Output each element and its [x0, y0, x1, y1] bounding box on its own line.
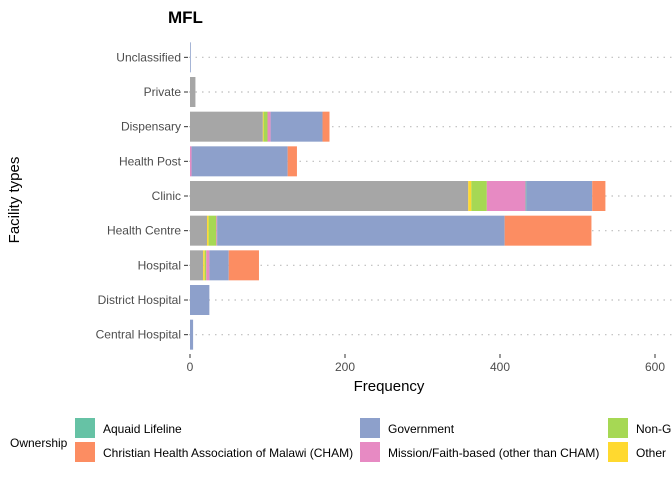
bar-segment [190, 285, 210, 315]
bar-segment [206, 250, 210, 281]
bar-segment [267, 111, 271, 142]
legend-swatch [608, 442, 628, 462]
y-tick-label: District Hospital [98, 293, 181, 307]
bar-segment [216, 215, 218, 246]
bar-segment [204, 250, 207, 281]
legend-label: Mission/Faith-based (other than CHAM) [388, 446, 599, 460]
bars [190, 42, 606, 350]
bar-segment [287, 146, 297, 177]
x-tick-label: 600 [645, 360, 665, 374]
bar-segment [191, 146, 288, 177]
bar-segment [190, 42, 191, 73]
bar-segment [190, 181, 469, 211]
bar-segment [471, 181, 487, 211]
bar-segment [190, 319, 194, 350]
bar-segment [190, 111, 263, 142]
legend-label: Other [636, 446, 666, 460]
bar-segment [190, 250, 204, 281]
bar-segment [208, 215, 217, 246]
bar-segment [217, 215, 505, 246]
y-tick-label: Unclassified [116, 50, 181, 64]
x-axis: 0 200 400 600 [187, 354, 665, 374]
bar-segment [592, 181, 606, 211]
legend: Ownership Aquaid Lifeline Christian Healt… [10, 418, 671, 462]
bar-segment [468, 181, 472, 211]
bar-segment [209, 250, 229, 281]
bar-segment [190, 146, 192, 177]
legend-title: Ownership [10, 436, 68, 450]
y-tick-label: Private [144, 85, 182, 99]
bar-segment [270, 111, 323, 142]
legend-label: Aquaid Lifeline [103, 422, 182, 436]
y-tick-label: Health Post [119, 154, 182, 168]
legend-label: Christian Health Association of Malawi (… [103, 446, 353, 460]
legend-swatch [608, 418, 628, 438]
y-tick-label: Central Hospital [96, 328, 181, 342]
bar-segment [322, 111, 330, 142]
bar-segment [525, 181, 527, 211]
bar-segment [526, 181, 593, 211]
legend-swatch [75, 442, 95, 462]
legend-label: Non-G [636, 422, 671, 436]
legend-label: Government [388, 422, 455, 436]
bar-segment [263, 111, 268, 142]
bar-segment [262, 111, 264, 142]
x-tick-label: 0 [187, 360, 194, 374]
y-axis-title: Facility types [6, 157, 23, 244]
y-tick-label: Health Centre [107, 224, 181, 238]
bar-segment [190, 77, 196, 107]
chart-title: MFL [168, 8, 203, 27]
y-axis: Central Hospital District Hospital Hospita… [96, 50, 188, 342]
x-tick-label: 200 [335, 360, 355, 374]
legend-swatch [75, 418, 95, 438]
bar-segment [190, 215, 208, 246]
bar-segment [504, 215, 592, 246]
x-tick-label: 400 [490, 360, 510, 374]
bar-segment [486, 181, 526, 211]
bar-segment [207, 215, 209, 246]
x-axis-title: Frequency [354, 378, 425, 395]
y-tick-label: Hospital [138, 258, 181, 272]
legend-swatch [360, 418, 380, 438]
legend-swatch [360, 442, 380, 462]
y-tick-label: Dispensary [121, 120, 181, 134]
bar-segment [203, 250, 205, 281]
bar-segment [228, 250, 259, 281]
y-tick-label: Clinic [152, 189, 181, 203]
